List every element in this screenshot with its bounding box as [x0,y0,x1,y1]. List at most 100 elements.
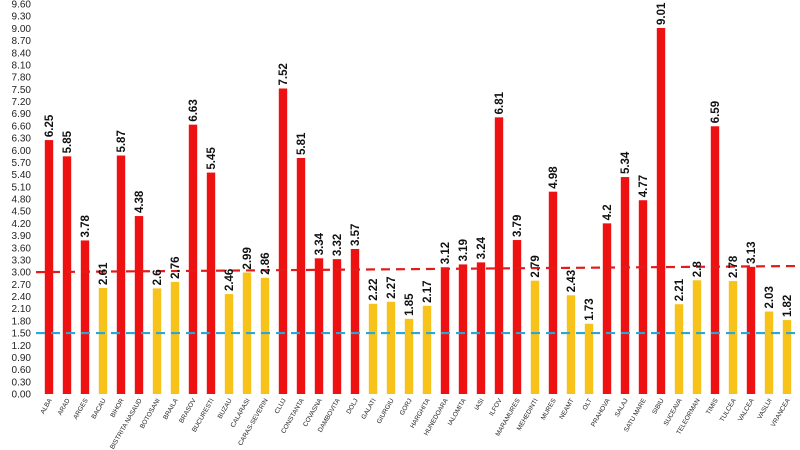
bar [548,191,558,394]
category-label: VASLUI [756,397,773,420]
bar [746,266,756,394]
data-label: 6.63 [188,99,200,121]
category-label: BRAILA [162,397,180,421]
data-label: 4.38 [134,190,146,213]
data-label: 2.27 [386,276,398,298]
data-label: 1.73 [584,298,596,320]
y-tick-label: 7.80 [12,73,32,84]
data-labels: 6.25 5.85 3.78 2.61 5.87 4.38 2.6 2.76 6.63 5.45 2… [44,2,794,321]
data-label: 2.8 [692,261,704,278]
threshold-line [35,264,797,274]
data-label: 4.77 [638,175,650,197]
category-label: SALAJ [614,398,630,419]
category-label: ARAD [57,397,72,416]
y-tick-label: 5.10 [12,182,32,193]
category-label: BRASOV [178,397,198,425]
data-label: 2.03 [764,286,776,308]
bar [296,157,306,394]
bar [188,124,198,394]
bar [170,281,180,395]
category-label: GALATI [360,397,377,420]
y-tick-label: 7.50 [12,85,32,96]
bar [512,240,522,394]
data-label: 3.57 [350,224,362,246]
bar [728,281,738,394]
bar [206,172,216,394]
data-label: 7.52 [278,63,290,85]
data-label: 3.12 [440,242,452,264]
data-label: 2.46 [224,269,236,291]
y-tick-label: 7.20 [12,97,32,108]
category-label: TIMIS [705,397,720,416]
y-tick-label: 9.00 [12,24,32,35]
y-tick-label: 3.30 [12,255,32,266]
data-label: 5.81 [296,132,308,155]
y-tick-label: 3.90 [12,231,32,242]
data-label: 2.86 [260,252,272,274]
y-tick-label: 4.50 [12,207,32,218]
data-label: 2.6 [152,269,164,285]
category-label: MURES [540,397,558,421]
y-tick-label: 1.50 [12,329,32,340]
bar [404,318,414,394]
data-label: 5.85 [62,130,74,153]
data-label: 2.78 [728,255,740,278]
y-axis: 0.00 0.300.600.901.201.50 1.802.102.402.70… [12,0,32,401]
data-label: 5.45 [206,147,218,170]
bar [764,311,774,394]
y-tick-label: 4.80 [12,195,32,206]
bar [278,88,288,394]
data-label: 2.76 [170,256,182,278]
bar [314,258,324,394]
category-label: DOLJ [345,398,359,416]
y-tick-label: 0.60 [12,365,32,376]
data-label: 6.25 [44,114,56,137]
data-label: 4.2 [602,204,614,220]
data-label: 5.87 [116,130,128,152]
category-label: CLUJ [274,398,288,416]
bar [638,200,648,394]
y-tick-label: 5.40 [12,170,32,181]
y-tick-label: 3.00 [12,268,32,279]
y-tick-label: 3.60 [12,243,32,254]
bar [656,27,666,394]
data-label: 2.17 [422,280,434,302]
category-label: IALOMITA [447,397,468,427]
data-label: 9.01 [656,2,668,25]
bar [584,323,594,394]
data-label: 3.34 [314,232,326,255]
y-tick-label: 6.30 [12,134,32,145]
category-label: ARGES [72,397,90,421]
bars [44,27,792,395]
bar [260,277,270,394]
y-tick-label: 9.30 [12,12,32,23]
threshold-lines [35,264,797,335]
data-label: 3.19 [458,239,470,261]
category-label: GORJ [399,398,414,417]
bar [350,248,360,394]
data-label: 3.79 [512,215,524,237]
bar [440,267,450,394]
data-label: 2.21 [674,278,686,301]
data-label: 2.43 [566,270,578,292]
y-tick-label: 2.70 [12,280,32,291]
category-label: NEAMT [558,397,575,420]
category-label: TULCEA [719,397,738,423]
bar [62,156,72,394]
data-label: 3.32 [332,234,344,256]
category-label: IASI [474,397,486,411]
category-label: VALCEA [737,397,756,423]
data-label: 2.99 [242,247,254,269]
bar [458,264,468,394]
data-label: 3.24 [476,236,488,259]
bar [782,320,792,394]
bar [710,126,720,394]
data-label: 2.61 [98,262,110,285]
bar [152,288,162,395]
y-tick-label: 2.40 [12,292,32,303]
data-label: 4.98 [548,166,560,189]
y-tick-label: 8.40 [12,48,32,59]
bar [602,223,612,394]
bar [98,287,108,394]
